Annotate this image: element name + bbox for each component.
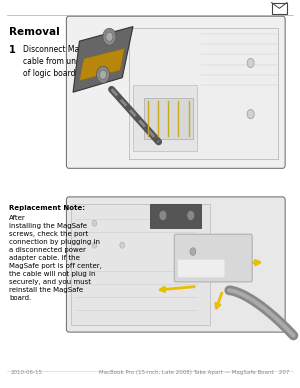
- Bar: [129, 28, 278, 159]
- Circle shape: [92, 220, 97, 226]
- Circle shape: [106, 32, 113, 42]
- FancyBboxPatch shape: [66, 197, 285, 332]
- Circle shape: [187, 210, 195, 220]
- Circle shape: [92, 242, 97, 248]
- Text: Disconnect MagSafe
cable from underside
of logic board: Disconnect MagSafe cable from underside …: [23, 45, 105, 78]
- Circle shape: [247, 109, 254, 119]
- Text: 1: 1: [9, 45, 16, 55]
- Polygon shape: [73, 26, 133, 92]
- Bar: [133, 85, 197, 151]
- Bar: [272, 3, 287, 14]
- FancyBboxPatch shape: [174, 234, 252, 282]
- Circle shape: [97, 66, 110, 83]
- Circle shape: [159, 210, 167, 220]
- Text: MacBook Pro (15-inch, Late 2008) Take Apart — MagSafe Board   207: MacBook Pro (15-inch, Late 2008) Take Ap…: [99, 370, 290, 375]
- Text: 2010-06-15: 2010-06-15: [10, 370, 42, 375]
- Bar: [71, 204, 210, 325]
- Circle shape: [99, 70, 106, 79]
- Bar: [144, 98, 193, 139]
- Polygon shape: [80, 48, 124, 81]
- Circle shape: [120, 242, 124, 248]
- Bar: [150, 204, 201, 229]
- Circle shape: [103, 28, 116, 45]
- FancyBboxPatch shape: [178, 260, 225, 277]
- Circle shape: [247, 59, 254, 68]
- Circle shape: [190, 248, 196, 255]
- Text: After
installing the MagSafe
screws, check the port
connection by plugging in
a : After installing the MagSafe screws, che…: [9, 215, 102, 301]
- FancyBboxPatch shape: [66, 16, 285, 168]
- Text: Removal: Removal: [9, 27, 60, 37]
- Text: Replacement Note:: Replacement Note:: [9, 205, 85, 211]
